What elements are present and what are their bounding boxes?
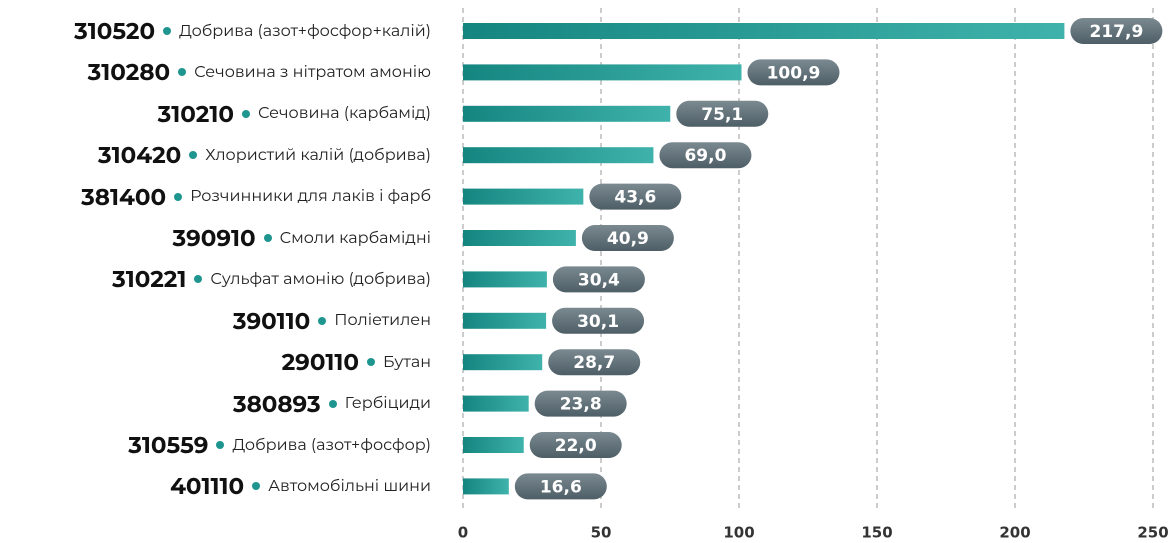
bar [463, 105, 671, 122]
value-label-bg [589, 183, 682, 210]
code-label: 310280 [87, 58, 171, 87]
name-label: Сечовина з нітратом амонію [194, 62, 431, 82]
category-label: 310420 Хлористий калій (добрива) [98, 140, 431, 170]
category-label: 401110 Автомобільні шини [170, 471, 431, 501]
value-label: 30,1 [577, 312, 619, 332]
name-label: Гербіциди [344, 394, 431, 414]
bullet [194, 275, 203, 284]
name-label: Смоли карбамідні [279, 228, 431, 248]
value-label-bg [548, 349, 641, 376]
bar [463, 478, 509, 495]
bar [463, 312, 547, 329]
category-label: 380893 Гербіциди [233, 389, 431, 419]
bullet [189, 151, 198, 160]
bullet [318, 316, 327, 325]
category-label: 381400 Розчинники для лаків і фарб [81, 182, 431, 212]
value-label: 217,9 [1090, 22, 1144, 42]
value-label-bg [529, 432, 622, 458]
bar [463, 354, 543, 371]
value-label: 43,6 [614, 188, 656, 208]
value-label-bg [1070, 18, 1163, 44]
value-label: 69,0 [684, 146, 726, 166]
bullet [367, 358, 375, 367]
value-label-bg [552, 266, 645, 293]
bar [463, 64, 742, 81]
bar [463, 271, 547, 288]
bar [463, 188, 584, 205]
name-label: Добрива (азот+фосфор) [232, 435, 431, 455]
code-label: 310420 [97, 141, 182, 170]
code-label: 381400 [81, 182, 167, 211]
value-label-bg [552, 307, 645, 334]
value-label: 23,8 [560, 395, 602, 415]
x-tick-label: 0 [458, 524, 468, 542]
name-label: Розчинники для лаків і фарб [190, 187, 431, 207]
name-label: Хлористий калій (добрива) [205, 145, 431, 165]
value-label: 16,6 [540, 477, 582, 497]
value-label-bg [514, 473, 607, 500]
value-label-bg [676, 100, 769, 127]
category-label: 310210 Сечовина (карбамід) [158, 99, 431, 129]
bullet [328, 399, 337, 408]
bullet [252, 482, 261, 491]
value-label: 28,7 [573, 353, 615, 373]
bullet [178, 68, 187, 77]
name-label: Автомобільні шини [268, 476, 431, 496]
value-label: 22,0 [555, 436, 597, 456]
bar [463, 230, 576, 246]
value-label: 75,1 [701, 105, 743, 125]
x-tick-label: 250 [1137, 524, 1168, 542]
code-label: 310221 [112, 265, 187, 294]
name-label: Сульфат амонію (добрива) [210, 269, 431, 289]
bullet [174, 192, 183, 201]
bar [463, 437, 524, 453]
bar [463, 395, 529, 412]
value-label: 100,9 [767, 63, 821, 83]
category-label: 390910 Смоли карбамідні [173, 223, 431, 253]
category-label: 290110 Бутан [282, 347, 431, 377]
category-label: 310280 Сечовина з нітратом амонію [88, 57, 431, 87]
value-label-bg [747, 59, 840, 86]
code-label: 310520 [74, 17, 156, 45]
name-label: Поліетилен [334, 311, 431, 331]
category-label: 390110 Поліетилен [233, 306, 431, 336]
x-tick-label: 100 [723, 524, 754, 542]
x-tick-label: 200 [999, 524, 1030, 542]
bullet [241, 109, 250, 118]
bullet [216, 441, 225, 449]
code-label: 380893 [232, 389, 321, 418]
code-label: 310210 [157, 99, 234, 128]
value-label-bg [534, 390, 627, 417]
code-label: 290110 [281, 348, 359, 377]
bar [463, 147, 654, 164]
category-label: 310221 Сульфат амонію (добрива) [112, 264, 431, 294]
value-label-bg [581, 225, 674, 251]
code-label: 390910 [172, 224, 256, 252]
code-label: 310559 [128, 431, 209, 459]
bullet [163, 27, 172, 35]
x-tick-label: 150 [861, 524, 892, 542]
category-label: 310520 Добрива (азот+фосфор+калій) [74, 16, 431, 46]
bullet [263, 234, 272, 242]
bar [463, 23, 1065, 39]
code-label: 390110 [232, 306, 311, 335]
name-label: Добрива (азот+фосфор+калій) [179, 21, 431, 41]
value-label: 40,9 [607, 229, 649, 249]
name-label: Сечовина (карбамід) [257, 104, 431, 124]
name-label: Бутан [383, 352, 431, 372]
value-label: 30,4 [578, 270, 620, 290]
value-label-bg [659, 142, 752, 169]
category-label: 310559 Добрива (азот+фосфор) [128, 430, 431, 460]
code-label: 401110 [170, 472, 245, 501]
x-tick-label: 50 [591, 524, 612, 542]
